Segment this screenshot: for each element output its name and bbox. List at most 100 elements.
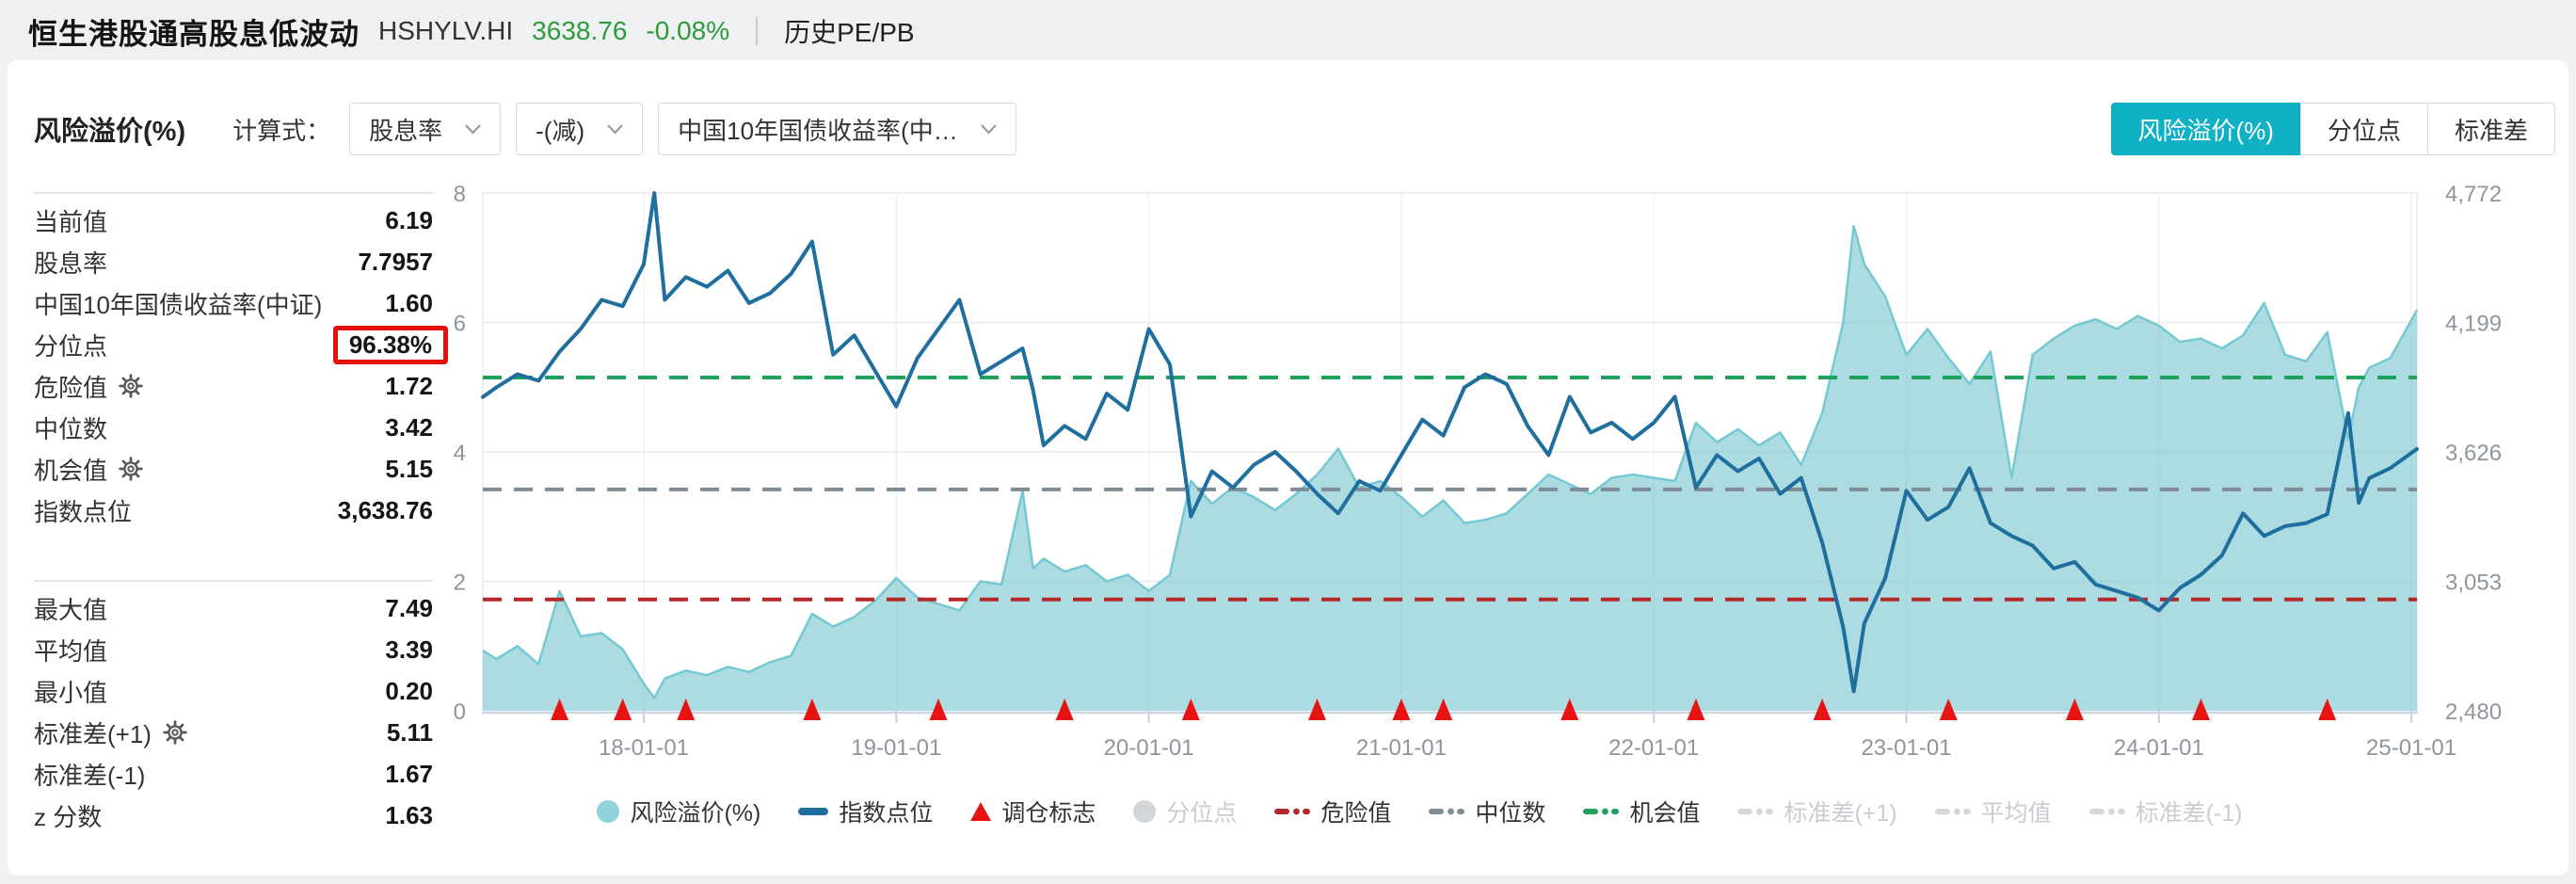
legend-label: 中位数 [1475,800,1546,827]
index-price-line [481,191,2419,694]
history-pe-pb-link[interactable]: 历史PE/PB [784,18,915,47]
formula-dropdown-2[interactable]: 中国10年国债收益率(中… [658,103,1016,155]
header-divider [756,17,759,45]
gear-icon[interactable] [119,374,143,398]
rebalance-marker-icon [803,699,822,720]
stat-label: 最小值 [34,678,108,707]
tab-percentile[interactable]: 分位点 [2299,103,2428,155]
stat-value: 1.63 [385,800,433,829]
index-change: -0.08% [646,16,730,45]
stat-value: 3.42 [385,412,433,442]
stat-value-percentile-highlighted: 96.38% [332,325,448,364]
stat-label: 危险值 [34,373,108,402]
legend-circle-icon [597,800,620,823]
stat-value: 7.7957 [358,247,433,276]
rebalance-marker-icon [2192,699,2211,720]
chart-legend: 风险溢价(%) 指数点位 调仓标志 分位点 危险值 中位数 机会值 标准差(+1) 平均值 标准差… [412,795,2427,828]
legend-item[interactable]: 风险溢价(%) [597,795,760,828]
right-axis-label: 3,626 [2445,441,2502,466]
legend-circle-icon [1133,800,1157,823]
x-axis-label: 20-01-01 [1104,735,1194,761]
tab-std-dev[interactable]: 标准差 [2426,103,2555,155]
stat-row: 机会值 5.15 [34,448,433,490]
formula-dropdowns: 股息率 -(减) 中国10年国债收益率(中… [349,103,1032,155]
legend-dashdot-icon [1934,808,1971,815]
stat-value: 5.15 [385,454,433,483]
stat-label: 分位点 [34,331,108,361]
stat-label: 平均值 [34,636,108,666]
stat-value: 3.39 [385,635,433,664]
stat-row: 标准差(+1) 5.11 [34,712,433,753]
stat-label: 当前值 [34,207,108,236]
stat-value: 5.11 [386,717,433,747]
legend-label: 分位点 [1166,800,1238,827]
quote-header: 恒生港股通高股息低波动 HSHYLV.HI 3638.76 -0.08% 历史P… [28,11,915,51]
legend-dashdot-icon [1429,808,1465,815]
legend-item[interactable]: 危险值 [1274,795,1391,828]
rebalance-marker-icon [1055,699,1074,720]
legend-item[interactable]: 中位数 [1429,795,1545,828]
right-axis-label: 3,053 [2445,571,2502,596]
stat-value: 7.49 [385,593,433,622]
stat-label: 最大值 [34,595,108,624]
rebalance-marker-icon [2065,699,2084,720]
stat-label: 标准差(-1) [34,761,146,790]
legend-dashdot-icon [1583,808,1620,815]
chevron-down-icon [465,123,481,135]
gear-icon[interactable] [163,720,187,745]
left-axis-label: 4 [454,441,466,466]
left-axis-label: 8 [454,182,466,207]
stat-label: 机会值 [34,456,108,485]
tab-risk-premium[interactable]: 风险溢价(%) [2110,103,2301,155]
stat-row: 股息率 7.7957 [34,241,433,282]
left-axis-label: 6 [454,312,466,337]
rebalance-marker-icon [1307,699,1326,720]
legend-line-icon [798,808,829,815]
stat-row: 分位点 96.38% [34,324,448,365]
formula-label: 计算式： [232,116,331,145]
main-panel: 风险溢价(%) 计算式： 股息率 -(减) 中国10年国债收益率(中… 风险溢价(%… [8,60,2568,876]
legend-item[interactable]: 指数点位 [798,795,933,828]
legend-item[interactable]: 机会值 [1583,795,1700,828]
legend-label: 调仓标志 [1001,800,1096,827]
legend-item[interactable]: 标准差(-1) [2088,795,2243,828]
rebalance-marker-icon [1939,699,1958,720]
x-axis-label: 21-01-01 [1356,735,1447,761]
formula-dropdown-0[interactable]: 股息率 [349,103,502,155]
stat-label: 中国10年国债收益率(中证) [34,290,323,319]
stat-value: 1.72 [385,371,433,400]
stat-row: z 分数 1.63 [34,795,433,836]
rebalance-marker-icon [1813,699,1832,720]
left-axis-label: 2 [454,571,466,596]
rebalance-marker-icon [1392,699,1411,720]
risk-premium-chart[interactable]: 18-01-01 19-01-01 20-01-01 21-01-01 22-01-01… [422,179,2576,781]
x-axis-label: 23-01-01 [1861,735,1951,761]
legend-triangle-icon [970,802,992,821]
rebalance-marker-icon [1181,699,1200,720]
legend-item[interactable]: 标准差(+1) [1737,795,1897,828]
stats-group-current: 当前值 6.19 股息率 7.7957 中国10年国债收益率(中证) 1.60 分位点 96.… [34,192,448,531]
legend-item[interactable]: 调仓标志 [970,795,1096,828]
legend-label: 危险值 [1320,800,1392,827]
dropdown-value: -(减) [536,116,585,145]
rebalance-marker-icon [677,699,696,720]
stat-row: 最大值 7.49 [34,587,433,629]
gear-icon[interactable] [119,457,143,481]
left-axis-label: 0 [454,699,466,725]
stat-value: 3,638.76 [337,495,433,524]
toolbar: 风险溢价(%) 计算式： 股息率 -(减) 中国10年国债收益率(中… 风险溢价(%… [34,102,2555,156]
stats-panel: 当前值 6.19 股息率 7.7957 中国10年国债收益率(中证) 1.60 分位点 96.… [34,192,448,836]
legend-dashdot-icon [2088,808,2125,815]
legend-label: 标准差(+1) [1784,800,1897,827]
legend-dashdot-icon [1737,808,1774,815]
chevron-down-icon [980,123,997,135]
stat-value: 1.60 [385,288,433,317]
right-axis-label: 4,199 [2445,312,2502,337]
stat-row: 最小值 0.20 [34,670,433,712]
legend-item[interactable]: 分位点 [1133,795,1237,828]
dropdown-value: 中国10年国债收益率(中… [678,116,958,145]
legend-dashdot-icon [1274,808,1311,815]
formula-dropdown-1[interactable]: -(减) [516,103,644,155]
legend-item[interactable]: 平均值 [1934,795,2052,828]
x-axis-label: 18-01-01 [599,735,689,761]
